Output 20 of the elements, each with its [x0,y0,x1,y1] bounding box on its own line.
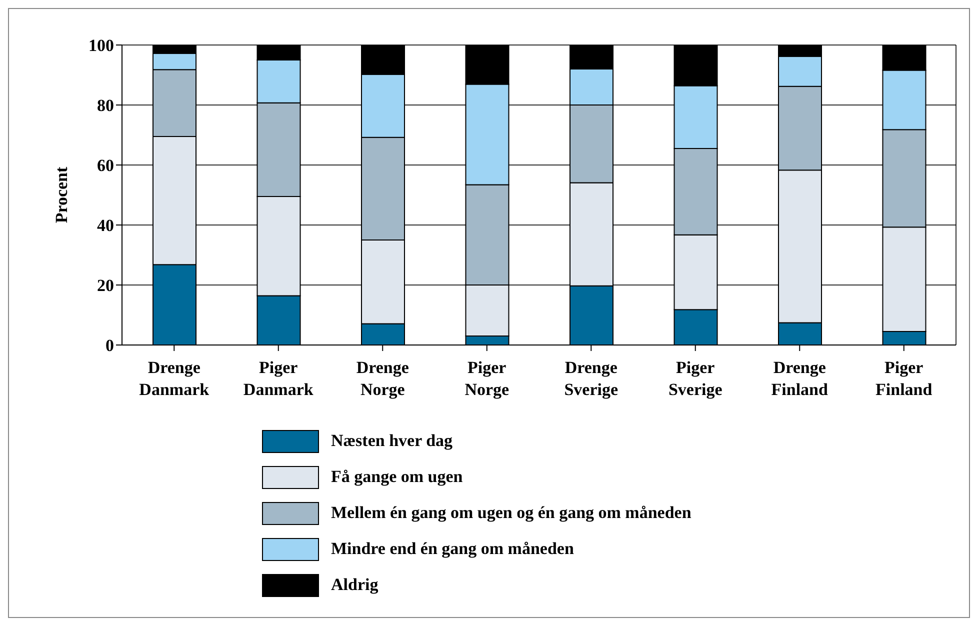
x-tick-label: Drenge Danmark [139,358,210,399]
x-tick-label: Drenge Norge [356,358,410,399]
y-tick-label: 40 [97,216,114,236]
x-tick-label: Piger Norge [464,358,510,399]
y-tick-label: 80 [97,96,114,116]
y-tick-label: 0 [106,336,114,356]
y-tick-label: 100 [88,36,114,56]
legend-label: Aldrig [331,575,378,595]
x-tick-label: Drenge Finland [771,358,829,399]
y-axis-title: Procent [52,166,72,224]
x-tick-label: Piger Danmark [243,358,314,399]
y-tick-label: 20 [97,276,114,296]
y-tick-label: 60 [97,156,114,176]
x-tick-label: Drenge Sverige [564,358,618,399]
legend-label: Næsten hver dag [331,431,453,451]
legend-label: Få gange om ugen [331,467,463,487]
x-tick-label: Piger Sverige [668,358,723,399]
x-tick-label: Piger Finland [876,358,933,399]
legend-label: Mindre end én gang om måneden [331,539,574,559]
legend-label: Mellem én gang om ugen og én gang om måneden [331,503,692,523]
